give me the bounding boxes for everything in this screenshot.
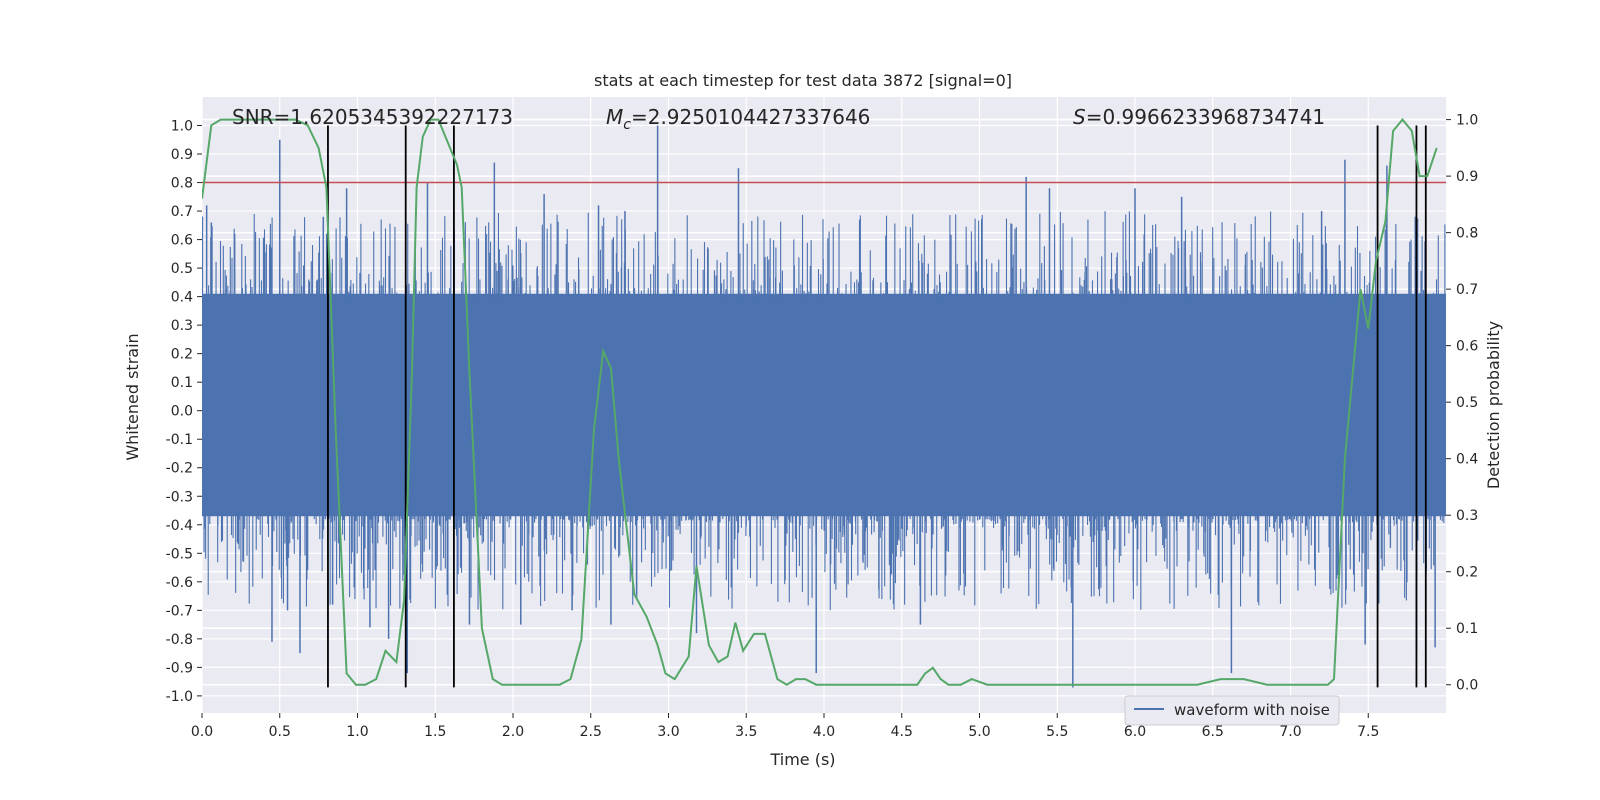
y-left-tick-label: 0.5 xyxy=(171,261,193,277)
x-tick-label: 5.5 xyxy=(1046,724,1068,740)
x-tick-label: 6.0 xyxy=(1124,724,1146,740)
x-tick-label: 0.0 xyxy=(191,724,213,740)
chirp-mass-symbol: M xyxy=(606,105,623,129)
x-tick-label: 0.5 xyxy=(269,724,291,740)
x-tick-label: 3.0 xyxy=(657,724,679,740)
chart-title: stats at each timestep for test data 387… xyxy=(594,71,1012,90)
y-right-axis-label: Detection probability xyxy=(1484,321,1503,489)
y-left-tick-label: 0.4 xyxy=(171,290,193,306)
probability-line xyxy=(202,118,1438,686)
y-right-tick-label: 0.0 xyxy=(1456,678,1478,694)
y-right-tick-label: 0.2 xyxy=(1456,565,1478,581)
x-tick-label: 2.5 xyxy=(580,724,602,740)
y-left-tick-label: -1.0 xyxy=(166,689,193,705)
plot-content xyxy=(202,118,1446,688)
y-left-tick-label: 0.1 xyxy=(171,375,193,391)
chirp-mass-annotation: Mc=2.9250104427337646 xyxy=(606,105,870,133)
y-left-tick-label: 0.6 xyxy=(171,233,193,249)
y-right-tick-label: 0.7 xyxy=(1456,282,1478,298)
y-left-tick-label: 0.3 xyxy=(171,318,193,334)
y-left-axis-label: Whitened strain xyxy=(123,333,142,460)
s-value: =0.9966233968734741 xyxy=(1086,105,1325,129)
x-tick-label: 4.5 xyxy=(891,724,913,740)
x-tick-label: 4.0 xyxy=(813,724,835,740)
y-left-tick-label: 1.0 xyxy=(171,119,193,135)
x-tick-label: 1.5 xyxy=(424,724,446,740)
s-symbol: S xyxy=(1073,105,1086,129)
y-left-tick-label: -0.6 xyxy=(166,575,193,591)
y-left-axis-ticks: -1.0 -0.9 -0.8 -0.7 -0.6 -0.5 -0.4 -0.3 -0.2 -0.1… xyxy=(166,119,202,705)
y-left-tick-label: -0.5 xyxy=(166,546,193,562)
waveform-core xyxy=(202,293,1446,517)
x-tick-label: 5.0 xyxy=(968,724,990,740)
y-right-tick-label: 0.9 xyxy=(1456,169,1478,185)
y-left-tick-label: 0.7 xyxy=(171,204,193,220)
y-left-tick-label: -0.2 xyxy=(166,461,193,477)
chirp-mass-value: =2.9250104427337646 xyxy=(631,105,870,129)
x-tick-label: 7.5 xyxy=(1357,724,1379,740)
y-left-tick-label: 0.0 xyxy=(171,404,193,420)
x-tick-label: 6.5 xyxy=(1202,724,1224,740)
legend-label: waveform with noise xyxy=(1174,701,1330,719)
y-left-tick-label: 0.9 xyxy=(171,147,193,163)
snr-annotation: SNR=1.6205345392227173 xyxy=(232,105,513,129)
y-right-tick-label: 1.0 xyxy=(1456,113,1478,129)
y-right-tick-label: 0.6 xyxy=(1456,339,1478,355)
x-tick-label: 1.0 xyxy=(346,724,368,740)
x-axis-label: Time (s) xyxy=(769,750,835,769)
x-tick-label: 2.0 xyxy=(502,724,524,740)
y-left-tick-label: -0.3 xyxy=(166,489,193,505)
y-right-tick-label: 0.3 xyxy=(1456,508,1478,524)
y-left-tick-label: 0.8 xyxy=(171,176,193,192)
x-tick-label: 3.5 xyxy=(735,724,757,740)
y-left-tick-label: -0.7 xyxy=(166,603,193,619)
x-tick-label: 7.0 xyxy=(1279,724,1301,740)
legend: waveform with noise xyxy=(1124,695,1340,726)
y-left-tick-label: -0.4 xyxy=(166,518,193,534)
x-axis-ticks: 0.0 0.5 1.0 1.5 2.0 2.5 3.0 3.5 4.0 4.5 5.0 5.5 6.0 6… xyxy=(191,713,1379,740)
y-left-tick-label: -0.8 xyxy=(166,632,193,648)
s-annotation: S=0.9966233968734741 xyxy=(1073,105,1325,129)
waveform-spikes xyxy=(202,125,1446,688)
legend-box xyxy=(1124,695,1340,726)
chirp-mass-subscript: c xyxy=(623,117,631,133)
waveform-band xyxy=(202,293,1446,517)
y-left-tick-label: -0.9 xyxy=(166,660,193,676)
y-right-axis-ticks: 0.0 0.1 0.2 0.3 0.4 0.5 0.6 0.7 0.8 0.9 1.0 xyxy=(1446,113,1478,694)
y-left-tick-label: -0.1 xyxy=(166,432,193,448)
y-right-tick-label: 0.4 xyxy=(1456,452,1478,468)
y-right-tick-label: 0.1 xyxy=(1456,621,1478,637)
y-left-tick-label: 0.2 xyxy=(171,347,193,363)
y-right-tick-label: 0.5 xyxy=(1456,395,1478,411)
y-right-tick-label: 0.8 xyxy=(1456,226,1478,242)
annotations: SNR=1.6205345392227173 Mc=2.925010442733… xyxy=(232,105,1325,133)
